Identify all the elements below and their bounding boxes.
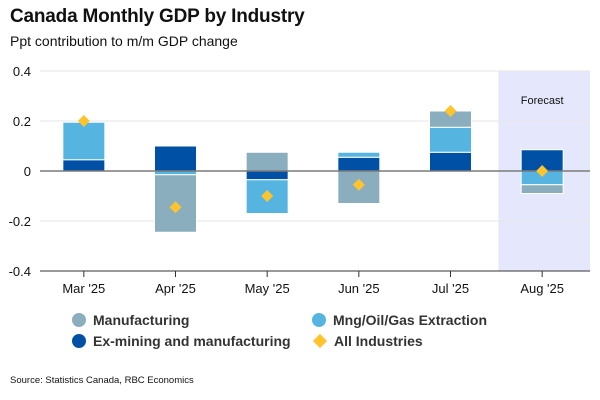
all-industries-marker bbox=[261, 190, 274, 202]
legend-swatch-mng-oil-gas bbox=[312, 313, 326, 327]
legend-item-ex-mining-manufacturing[interactable]: Ex-mining and manufacturing bbox=[72, 333, 291, 349]
bar-ex-mining-manufacturing bbox=[429, 151, 472, 172]
all-industries-marker bbox=[352, 178, 365, 191]
all-industries-marker bbox=[169, 201, 182, 214]
legend-item-all-industries[interactable]: All Industries bbox=[312, 333, 423, 349]
y-tick-label: -0.2 bbox=[9, 214, 31, 229]
legend-label: All Industries bbox=[334, 333, 423, 349]
bar-ex-mining-manufacturing bbox=[337, 156, 381, 172]
y-tick-label: 0.2 bbox=[13, 114, 31, 129]
y-tick-label: -0.4 bbox=[9, 264, 31, 279]
legend-label: Manufacturing bbox=[93, 312, 190, 328]
source-note: Source: Statistics Canada, RBC Economics bbox=[10, 375, 194, 386]
bar-ex-mining-manufacturing bbox=[62, 159, 106, 172]
legend-label: Ex-mining and manufacturing bbox=[93, 333, 291, 349]
bar-ex-mining-manufacturing bbox=[154, 145, 197, 172]
legend-item-mng-oil-gas[interactable]: Mng/Oil/Gas Extraction bbox=[312, 312, 487, 328]
legend-item-manufacturing[interactable]: Manufacturing bbox=[72, 312, 189, 328]
y-tick-label: 0.4 bbox=[13, 64, 31, 79]
y-tick-label: 0 bbox=[24, 164, 31, 179]
x-tick-label: Jul '25 bbox=[432, 281, 469, 296]
legend-diamond-icon bbox=[312, 333, 328, 349]
legend-swatch-ex-mining bbox=[72, 334, 86, 348]
all-industries-marker bbox=[77, 115, 90, 127]
all-industries-marker bbox=[444, 105, 457, 117]
chart-area: Forecast 0.4 0.2 0 -0.2 -0.4 Mar '25 Apr '25 May… bbox=[9, 64, 590, 296]
chart-subtitle: Ppt contribution to m/m GDP change bbox=[10, 33, 238, 49]
legend-swatch-manufacturing bbox=[72, 313, 86, 327]
chart-title: Canada Monthly GDP by Industry bbox=[10, 6, 305, 27]
bar-ex-mining-manufacturing bbox=[245, 170, 289, 181]
x-tick-label: May '25 bbox=[245, 281, 290, 296]
x-tick-label: Apr '25 bbox=[155, 281, 196, 296]
bar-manufacturing bbox=[245, 151, 289, 172]
all-industries-marker bbox=[536, 165, 549, 177]
x-tick-label: Aug '25 bbox=[520, 281, 564, 296]
bar-mng-oil-gas bbox=[429, 126, 472, 153]
bar-manufacturing bbox=[520, 184, 564, 194]
forecast-label: Forecast bbox=[521, 95, 564, 107]
x-tick-label: Mar '25 bbox=[62, 281, 105, 296]
x-tick-label: Jun '25 bbox=[338, 281, 380, 296]
legend-label: Mng/Oil/Gas Extraction bbox=[333, 312, 488, 328]
bar-mng-oil-gas bbox=[62, 121, 106, 161]
bar-mng-oil-gas bbox=[337, 151, 381, 158]
